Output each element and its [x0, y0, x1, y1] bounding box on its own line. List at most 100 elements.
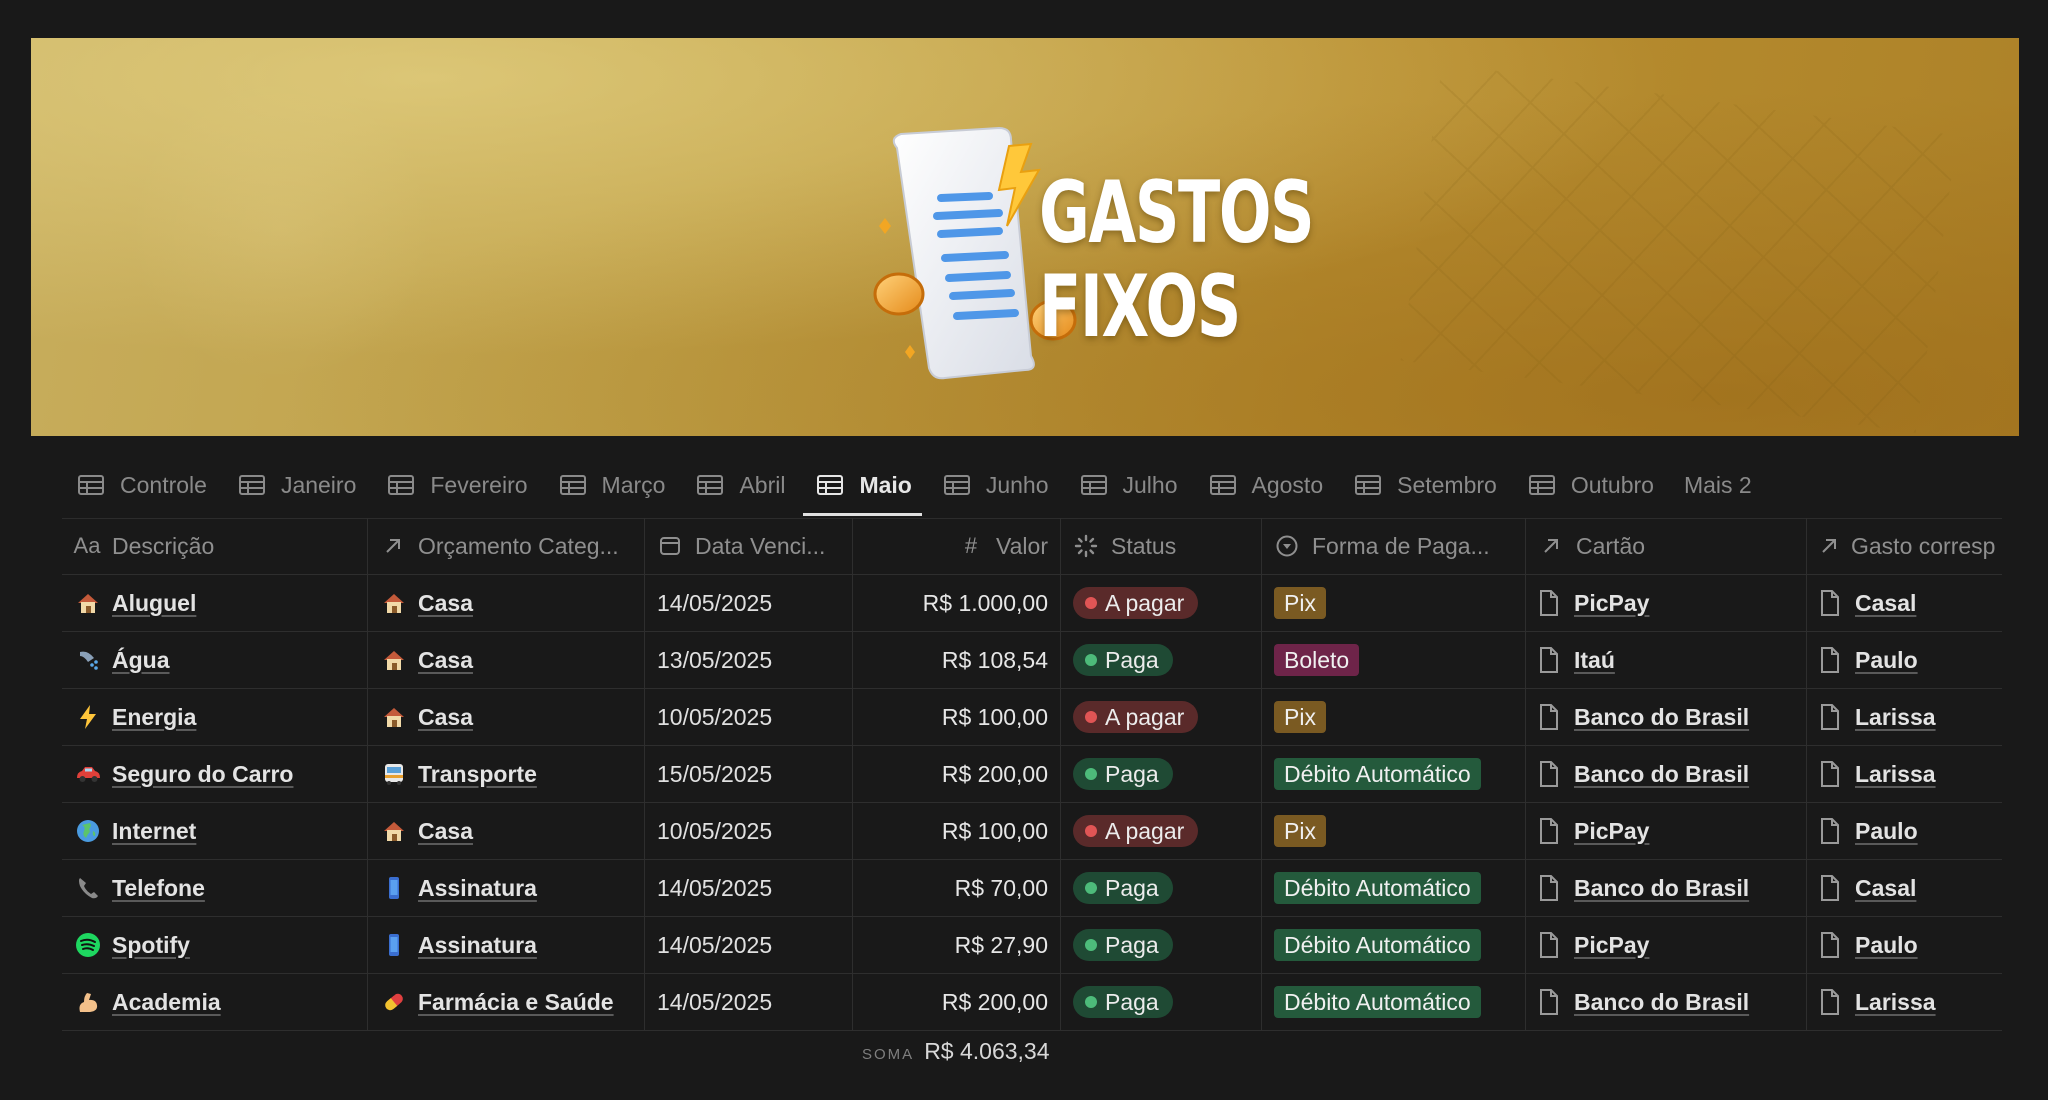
- cell-gasto-correspondente[interactable]: Casal: [1807, 575, 2002, 631]
- gasto-link[interactable]: Larissa: [1855, 703, 1936, 730]
- cell-descricao[interactable]: Seguro do Carro: [62, 746, 368, 802]
- gasto-link[interactable]: Paulo: [1855, 646, 1918, 673]
- forma-pagamento-tag[interactable]: Pix: [1274, 701, 1326, 733]
- gasto-link[interactable]: Casal: [1855, 874, 1917, 901]
- cell-cartao[interactable]: Banco do Brasil: [1526, 746, 1807, 802]
- column-header[interactable]: Gasto corresp: [1807, 518, 2002, 574]
- status-badge[interactable]: Paga: [1073, 929, 1173, 961]
- cell-categoria[interactable]: Casa: [368, 803, 645, 859]
- cell-gasto-correspondente[interactable]: Casal: [1807, 860, 2002, 916]
- cell-categoria[interactable]: Casa: [368, 632, 645, 688]
- cell-status[interactable]: Paga: [1061, 974, 1262, 1030]
- cell-status[interactable]: Paga: [1061, 860, 1262, 916]
- cartao-link[interactable]: Banco do Brasil: [1574, 760, 1750, 787]
- cell-gasto-correspondente[interactable]: Larissa: [1807, 689, 2002, 745]
- forma-pagamento-tag[interactable]: Débito Automático: [1274, 758, 1481, 790]
- cell-descricao[interactable]: Academia: [62, 974, 368, 1030]
- column-header[interactable]: Status: [1061, 518, 1262, 574]
- cell-categoria[interactable]: Transporte: [368, 746, 645, 802]
- cell-forma-pagamento[interactable]: Pix: [1262, 575, 1526, 631]
- categoria-link[interactable]: Casa: [418, 817, 473, 844]
- categoria-link[interactable]: Casa: [418, 703, 473, 730]
- cell-valor[interactable]: R$ 108,54: [853, 632, 1061, 688]
- column-header[interactable]: Aa Descrição: [62, 518, 368, 574]
- status-badge[interactable]: Paga: [1073, 872, 1173, 904]
- cell-data[interactable]: 10/05/2025: [645, 803, 853, 859]
- cell-descricao[interactable]: Telefone: [62, 860, 368, 916]
- cell-forma-pagamento[interactable]: Débito Automático: [1262, 860, 1526, 916]
- column-header[interactable]: # Valor: [853, 518, 1061, 574]
- cell-status[interactable]: Paga: [1061, 632, 1262, 688]
- table-row[interactable]: Internet Casa 10/05/2025 R$ 100,00 A pagar Pi…: [62, 803, 2002, 860]
- table-row[interactable]: Seguro do Carro Transporte 15/05/2025 R$ 20…: [62, 746, 2002, 803]
- cell-categoria[interactable]: Casa: [368, 689, 645, 745]
- status-badge[interactable]: Paga: [1073, 758, 1173, 790]
- cell-data[interactable]: 10/05/2025: [645, 689, 853, 745]
- table-row[interactable]: Academia Farmácia e Saúde 14/05/2025 R$ 200…: [62, 974, 2002, 1031]
- cell-data[interactable]: 14/05/2025: [645, 575, 853, 631]
- forma-pagamento-tag[interactable]: Pix: [1274, 587, 1326, 619]
- cell-gasto-correspondente[interactable]: Paulo: [1807, 632, 2002, 688]
- cell-data[interactable]: 14/05/2025: [645, 917, 853, 973]
- table-row[interactable]: Telefone Assinatura 14/05/2025 R$ 70,00 Paga…: [62, 860, 2002, 917]
- cell-data[interactable]: 15/05/2025: [645, 746, 853, 802]
- cell-forma-pagamento[interactable]: Boleto: [1262, 632, 1526, 688]
- tab-more[interactable]: Mais 2: [1683, 471, 1752, 498]
- cell-gasto-correspondente[interactable]: Paulo: [1807, 917, 2002, 973]
- column-header[interactable]: Forma de Paga...: [1262, 518, 1526, 574]
- cell-status[interactable]: A pagar: [1061, 575, 1262, 631]
- column-header[interactable]: Orçamento Categ...: [368, 518, 645, 574]
- cartao-link[interactable]: Itaú: [1574, 646, 1615, 673]
- table-row[interactable]: Energia Casa 10/05/2025 R$ 100,00 A pagar Pix…: [62, 689, 2002, 746]
- status-badge[interactable]: Paga: [1073, 986, 1173, 1018]
- cell-categoria[interactable]: Assinatura: [368, 860, 645, 916]
- forma-pagamento-tag[interactable]: Débito Automático: [1274, 872, 1481, 904]
- cell-gasto-correspondente[interactable]: Paulo: [1807, 803, 2002, 859]
- cell-descricao[interactable]: Água: [62, 632, 368, 688]
- cell-descricao[interactable]: Aluguel: [62, 575, 368, 631]
- cell-cartao[interactable]: PicPay: [1526, 917, 1807, 973]
- cell-valor[interactable]: R$ 200,00: [853, 746, 1061, 802]
- column-header[interactable]: Cartão: [1526, 518, 1807, 574]
- cell-gasto-correspondente[interactable]: Larissa: [1807, 974, 2002, 1030]
- column-header[interactable]: Data Venci...: [645, 518, 853, 574]
- cell-valor[interactable]: R$ 27,90: [853, 917, 1061, 973]
- tab-setembro[interactable]: Setembro: [1339, 464, 1509, 506]
- cell-data[interactable]: 13/05/2025: [645, 632, 853, 688]
- cell-categoria[interactable]: Casa: [368, 575, 645, 631]
- status-badge[interactable]: Paga: [1073, 644, 1173, 676]
- cell-valor[interactable]: R$ 100,00: [853, 803, 1061, 859]
- cell-cartao[interactable]: Banco do Brasil: [1526, 689, 1807, 745]
- gasto-link[interactable]: Paulo: [1855, 817, 1918, 844]
- cell-valor[interactable]: R$ 200,00: [853, 974, 1061, 1030]
- cell-forma-pagamento[interactable]: Débito Automático: [1262, 917, 1526, 973]
- cartao-link[interactable]: Banco do Brasil: [1574, 874, 1750, 901]
- sum-footer[interactable]: SOMA R$ 4.063,34: [862, 1038, 1050, 1065]
- cartao-link[interactable]: Banco do Brasil: [1574, 703, 1750, 730]
- cell-cartao[interactable]: Banco do Brasil: [1526, 974, 1807, 1030]
- cell-forma-pagamento[interactable]: Pix: [1262, 689, 1526, 745]
- status-badge[interactable]: A pagar: [1073, 701, 1199, 733]
- cell-valor[interactable]: R$ 1.000,00: [853, 575, 1061, 631]
- tab-março[interactable]: Março: [544, 464, 678, 506]
- cell-cartao[interactable]: PicPay: [1526, 575, 1807, 631]
- cell-valor[interactable]: R$ 100,00: [853, 689, 1061, 745]
- table-row[interactable]: Aluguel Casa 14/05/2025 R$ 1.000,00 A pagar P…: [62, 575, 2002, 632]
- categoria-link[interactable]: Casa: [418, 589, 473, 616]
- status-badge[interactable]: A pagar: [1073, 815, 1199, 847]
- cell-status[interactable]: Paga: [1061, 746, 1262, 802]
- categoria-link[interactable]: Casa: [418, 646, 473, 673]
- cell-cartao[interactable]: Banco do Brasil: [1526, 860, 1807, 916]
- categoria-link[interactable]: Farmácia e Saúde: [418, 988, 614, 1015]
- tab-janeiro[interactable]: Janeiro: [223, 464, 368, 506]
- forma-pagamento-tag[interactable]: Pix: [1274, 815, 1326, 847]
- gasto-link[interactable]: Larissa: [1855, 760, 1936, 787]
- tab-controle[interactable]: Controle: [62, 464, 219, 506]
- cartao-link[interactable]: Banco do Brasil: [1574, 988, 1750, 1015]
- categoria-link[interactable]: Assinatura: [418, 874, 537, 901]
- cell-descricao[interactable]: Energia: [62, 689, 368, 745]
- cell-data[interactable]: 14/05/2025: [645, 860, 853, 916]
- status-badge[interactable]: A pagar: [1073, 587, 1199, 619]
- cell-cartao[interactable]: PicPay: [1526, 803, 1807, 859]
- forma-pagamento-tag[interactable]: Débito Automático: [1274, 986, 1481, 1018]
